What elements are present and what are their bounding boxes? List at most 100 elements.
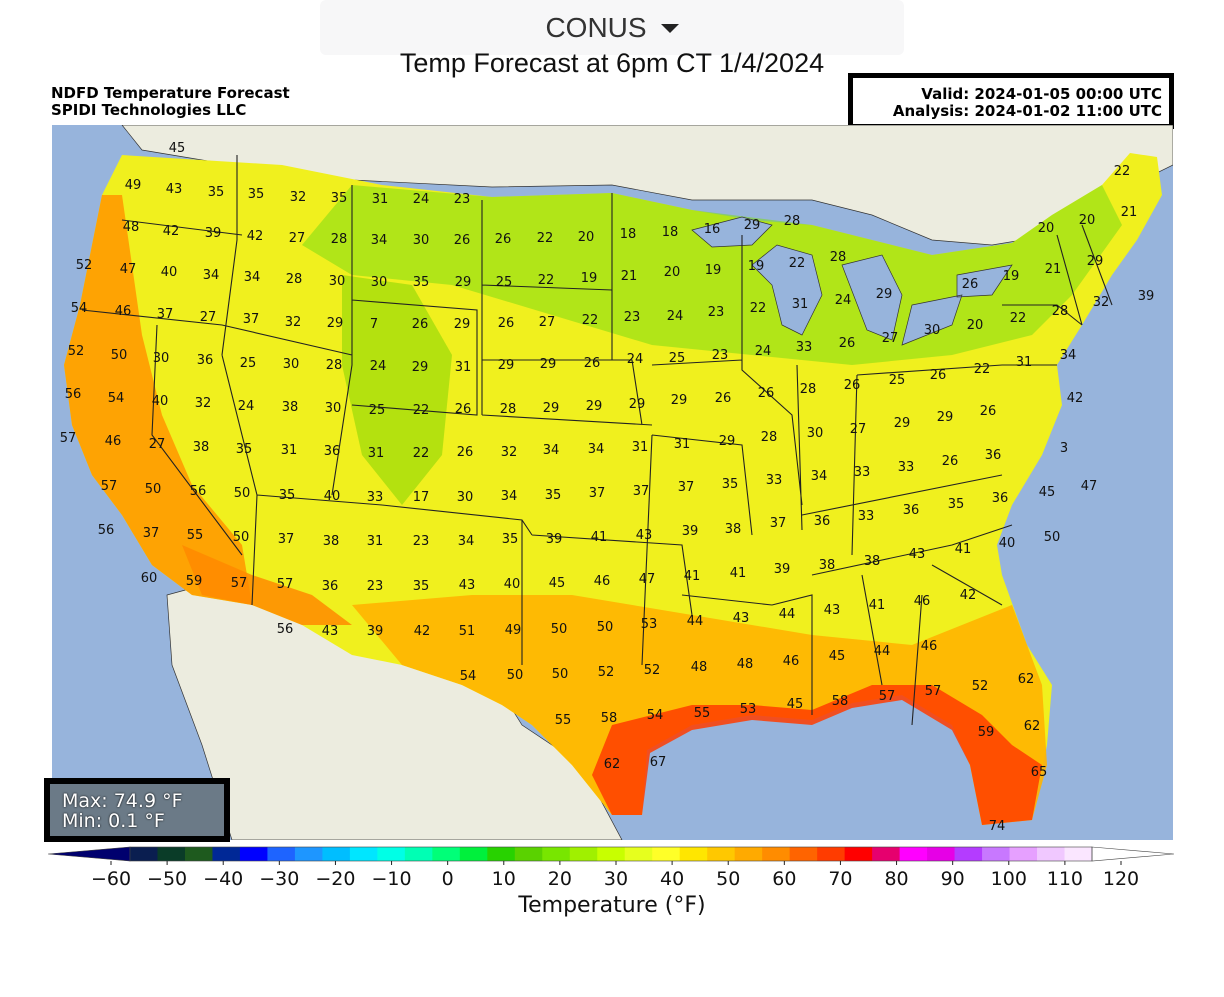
min-temp: Min: 0.1 °F bbox=[62, 810, 165, 832]
temp-label: 28 bbox=[500, 402, 517, 417]
temp-label: 46 bbox=[914, 594, 931, 609]
colorbar-tick-label: 90 bbox=[941, 868, 965, 888]
temp-label: 50 bbox=[597, 620, 614, 635]
temp-label: 45 bbox=[787, 697, 804, 712]
temp-label: 41 bbox=[591, 530, 608, 545]
temp-label: 39 bbox=[682, 524, 699, 539]
temp-label: 40 bbox=[161, 265, 178, 280]
temp-label: 65 bbox=[1031, 765, 1048, 780]
temp-label: 20 bbox=[1038, 221, 1055, 236]
temp-label: 38 bbox=[864, 554, 881, 569]
temp-label: 58 bbox=[601, 711, 618, 726]
colorbar-swatch bbox=[212, 847, 241, 861]
colorbar-high-arrow bbox=[1091, 846, 1175, 862]
colorbar-swatch bbox=[762, 847, 791, 861]
colorbar-tick-label: 0 bbox=[442, 868, 454, 888]
temp-label: 29 bbox=[894, 416, 911, 431]
temp-label: 34 bbox=[811, 469, 828, 484]
temp-label: 24 bbox=[835, 293, 852, 308]
colorbar-tick-label: 20 bbox=[548, 868, 572, 888]
temp-label: 50 bbox=[1044, 530, 1061, 545]
temp-label: 38 bbox=[282, 400, 299, 415]
temp-label: 33 bbox=[858, 509, 875, 524]
temp-label: 59 bbox=[978, 725, 995, 740]
temp-label: 42 bbox=[247, 229, 264, 244]
temp-label: 20 bbox=[1079, 213, 1096, 228]
max-temp: Max: 74.9 °F bbox=[62, 790, 183, 812]
colorbar-tick-label: −50 bbox=[147, 868, 187, 888]
colorbar-tick-label: 40 bbox=[660, 868, 684, 888]
temp-label: 22 bbox=[750, 301, 767, 316]
colorbar-swatch bbox=[982, 847, 1011, 861]
temp-label: 26 bbox=[715, 391, 732, 406]
temp-label: 31 bbox=[372, 192, 389, 207]
temp-label: 42 bbox=[414, 624, 431, 639]
temp-label: 35 bbox=[331, 191, 348, 206]
colorbar-swatch bbox=[927, 847, 956, 861]
temp-label: 40 bbox=[152, 394, 169, 409]
colorbar-tick-label: 50 bbox=[716, 868, 740, 888]
temp-label: 37 bbox=[678, 480, 695, 495]
temp-label: 67 bbox=[650, 755, 667, 770]
temp-label: 62 bbox=[604, 757, 621, 772]
temp-label: 50 bbox=[234, 486, 251, 501]
temp-label: 47 bbox=[639, 572, 656, 587]
west-coast-warm bbox=[64, 195, 252, 605]
temp-label: 43 bbox=[322, 624, 339, 639]
temp-label: 35 bbox=[236, 442, 253, 457]
temp-label: 27 bbox=[882, 331, 899, 346]
temp-label: 54 bbox=[71, 301, 88, 316]
temp-label: 37 bbox=[770, 516, 787, 531]
temp-label: 49 bbox=[505, 623, 522, 638]
temp-label: 43 bbox=[824, 603, 841, 618]
temp-label: 57 bbox=[879, 689, 896, 704]
temp-label: 54 bbox=[108, 391, 125, 406]
colorbar-tick-label: 10 bbox=[492, 868, 516, 888]
colorbar-swatch bbox=[487, 847, 516, 861]
temp-label: 26 bbox=[980, 404, 997, 419]
temp-label: 29 bbox=[327, 316, 344, 331]
temp-label: 32 bbox=[501, 445, 518, 460]
temp-label: 34 bbox=[543, 443, 560, 458]
temp-label: 19 bbox=[748, 259, 765, 274]
temp-label: 53 bbox=[740, 702, 757, 717]
temp-label: 23 bbox=[454, 192, 471, 207]
temp-label: 39 bbox=[774, 562, 791, 577]
temp-label: 50 bbox=[145, 482, 162, 497]
temp-label: 23 bbox=[624, 310, 641, 325]
temp-label: 29 bbox=[744, 218, 761, 233]
temp-label: 59 bbox=[186, 574, 203, 589]
temp-label: 45 bbox=[1039, 485, 1056, 500]
temp-label: 28 bbox=[784, 214, 801, 229]
temp-label: 54 bbox=[460, 669, 477, 684]
temp-label: 26 bbox=[498, 316, 515, 331]
temp-label: 27 bbox=[539, 315, 556, 330]
temp-label: 42 bbox=[1067, 391, 1084, 406]
temp-label: 29 bbox=[412, 360, 429, 375]
temp-label: 30 bbox=[924, 323, 941, 338]
temp-label: 30 bbox=[283, 357, 300, 372]
temp-label: 47 bbox=[120, 262, 137, 277]
product-name: NDFD Temperature Forecast bbox=[51, 84, 290, 102]
colorbar-swatch bbox=[597, 847, 626, 861]
temp-label: 28 bbox=[800, 382, 817, 397]
colorbar-swatch bbox=[377, 847, 406, 861]
temp-label: 33 bbox=[854, 465, 871, 480]
temp-label: 44 bbox=[779, 607, 796, 622]
temp-label: 29 bbox=[1087, 254, 1104, 269]
temp-label: 31 bbox=[674, 437, 691, 452]
temp-label: 48 bbox=[691, 660, 708, 675]
colorbar-tick-label: −60 bbox=[91, 868, 131, 888]
colorbar-tick-label: −30 bbox=[259, 868, 299, 888]
temp-label: 18 bbox=[662, 225, 679, 240]
temp-label: 33 bbox=[367, 490, 384, 505]
colorbar-swatch bbox=[679, 847, 708, 861]
temp-label: 19 bbox=[581, 271, 598, 286]
temp-label: 26 bbox=[839, 336, 856, 351]
analysis-time: Analysis: 2024-01-02 11:00 UTC bbox=[892, 102, 1162, 120]
temp-label: 38 bbox=[819, 558, 836, 573]
temp-label: 23 bbox=[708, 305, 725, 320]
temp-label: 40 bbox=[324, 489, 341, 504]
region-select[interactable]: CONUS bbox=[320, 0, 904, 55]
temp-label: 44 bbox=[687, 614, 704, 629]
